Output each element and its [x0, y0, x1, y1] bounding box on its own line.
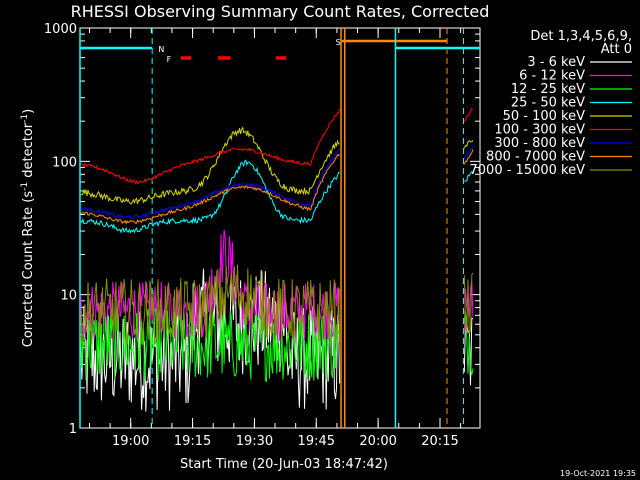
chart-title: RHESSI Observing Summary Count Rates, Co… — [71, 2, 490, 21]
x-tick-label: 19:45 — [298, 434, 335, 449]
series-line-late-7 — [463, 145, 474, 160]
legend-label-3: 12 - 25 keV — [511, 82, 585, 97]
footer-date: 19-Oct-2021 19:35 — [560, 469, 636, 478]
series-line-late-8 — [463, 149, 474, 165]
series-line-late-9 — [463, 272, 474, 334]
y-tick-label: 10 — [60, 289, 77, 304]
y-tick-label: 100 — [52, 155, 77, 170]
series-line-7 — [80, 149, 340, 220]
legend-label-1: 3 - 6 keV — [527, 55, 585, 70]
x-tick-label: 19:15 — [174, 434, 211, 449]
series-line-late-4 — [464, 171, 474, 182]
y-axis-label-sup1: -1 — [20, 182, 30, 191]
series-line-late-3 — [463, 311, 474, 376]
series-line-late-5 — [463, 140, 474, 149]
legend-header-2: Att 0 — [601, 42, 632, 57]
series-line-9 — [80, 264, 341, 345]
x-tick-label: 20:15 — [421, 434, 458, 449]
series-line-6 — [80, 109, 341, 185]
legend-label-5: 50 - 100 keV — [503, 109, 586, 124]
legend-label-7: 300 - 800 keV — [494, 136, 585, 151]
x-tick-label: 20:00 — [359, 434, 396, 449]
y-axis-label-mid: detector — [21, 122, 36, 182]
y-tick-label: 1000 — [44, 22, 77, 37]
legend-label-9: 7000 - 15000 keV — [470, 163, 586, 178]
saa-flag-label: S — [336, 38, 341, 47]
legend-label-8: 800 - 7000 keV — [486, 150, 585, 165]
flare-flag-label: F — [167, 55, 172, 64]
flag-band: NF S — [79, 28, 480, 428]
legend-header-1: Det 1,3,4,5,6,9, — [530, 29, 632, 44]
series-line-8 — [80, 154, 340, 225]
legend-label-2: 6 - 12 keV — [519, 69, 585, 84]
series-line-late-6 — [463, 107, 474, 122]
y-axis-label-end: ) — [21, 109, 36, 114]
series-line-3 — [80, 307, 340, 383]
legend-label-4: 25 - 50 keV — [511, 96, 585, 111]
x-tick-label: 19:00 — [112, 434, 149, 449]
series-line-4 — [80, 159, 340, 234]
x-axis-label: Start Time (20-Jun-03 18:47:42) — [180, 457, 388, 472]
y-axis-label-sup2: -1 — [20, 114, 30, 123]
y-axis-label-main: Corrected Count Rate (s — [21, 191, 36, 348]
night-flag-label: N — [158, 45, 164, 54]
x-tick-label: 19:30 — [236, 434, 273, 449]
y-axis-label: Corrected Count Rate (s-1 detector-1) — [20, 109, 36, 347]
series-curves — [80, 107, 474, 412]
legend-label-6: 100 - 300 keV — [494, 123, 585, 138]
series-line-5 — [80, 126, 340, 205]
y-tick-label: 1 — [69, 422, 77, 437]
plot-axes: 1 10 100 1000 19:00 19:15 19:30 19:45 20:00 20:15 — [44, 22, 481, 449]
